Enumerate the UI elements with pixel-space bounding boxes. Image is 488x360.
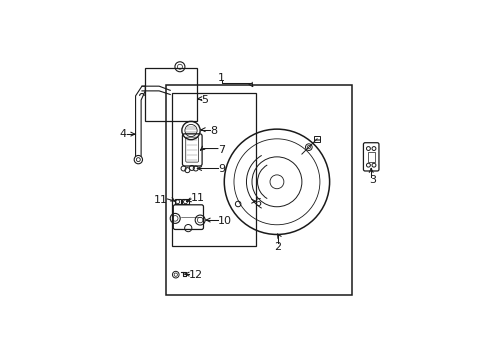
- Text: 10: 10: [218, 216, 231, 226]
- Text: 7: 7: [218, 145, 224, 155]
- Bar: [174, 199, 181, 204]
- Text: 8: 8: [210, 126, 217, 135]
- Bar: [171, 93, 256, 246]
- Text: 11: 11: [191, 193, 204, 203]
- Text: 9: 9: [218, 164, 224, 174]
- Text: 1: 1: [218, 73, 224, 83]
- Text: 5: 5: [201, 95, 208, 105]
- Bar: [145, 68, 196, 121]
- Text: 6: 6: [254, 198, 261, 208]
- Text: 11: 11: [153, 195, 167, 205]
- Text: 2: 2: [274, 242, 281, 252]
- Bar: [367, 152, 374, 162]
- Bar: [314, 135, 320, 141]
- Text: 3: 3: [368, 175, 375, 185]
- Bar: [166, 85, 351, 296]
- Text: 12: 12: [189, 270, 203, 280]
- Text: 4: 4: [119, 129, 126, 139]
- Bar: [182, 199, 188, 204]
